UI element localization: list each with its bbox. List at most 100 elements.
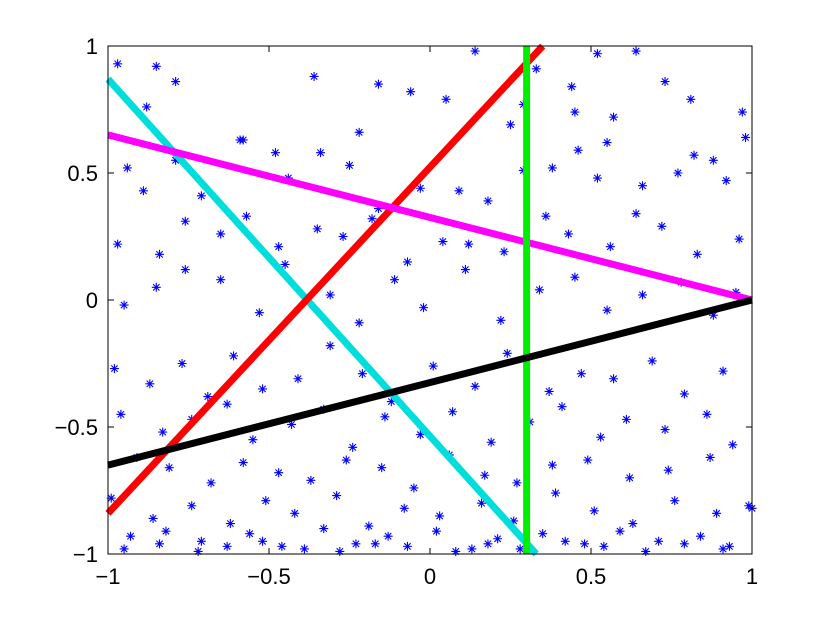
data-point bbox=[625, 473, 635, 483]
y-axis-tick-labels: −1 −0.5 0 0.5 1 bbox=[55, 34, 98, 567]
data-point bbox=[415, 183, 425, 193]
data-point bbox=[373, 204, 383, 214]
data-point bbox=[354, 318, 364, 328]
data-point bbox=[509, 516, 519, 526]
data-point bbox=[686, 94, 696, 104]
data-point bbox=[380, 412, 390, 422]
data-point bbox=[280, 259, 290, 269]
data-point bbox=[580, 539, 590, 549]
data-point bbox=[602, 305, 612, 315]
data-point bbox=[708, 310, 718, 320]
data-point bbox=[370, 539, 380, 549]
data-point bbox=[216, 229, 226, 239]
data-point bbox=[728, 440, 738, 450]
data-point bbox=[180, 216, 190, 226]
data-point bbox=[589, 506, 599, 516]
data-point bbox=[180, 265, 190, 275]
data-point bbox=[155, 539, 165, 549]
data-point bbox=[679, 389, 689, 399]
data-point bbox=[721, 176, 731, 186]
data-point bbox=[373, 79, 383, 89]
data-point bbox=[345, 160, 354, 170]
data-point bbox=[196, 536, 206, 546]
data-point bbox=[638, 181, 648, 191]
data-point bbox=[563, 229, 573, 239]
data-point bbox=[364, 521, 374, 531]
data-point bbox=[570, 272, 580, 282]
data-point bbox=[470, 381, 480, 391]
data-point bbox=[238, 135, 248, 145]
x-tick-label: 0 bbox=[424, 564, 436, 589]
data-point bbox=[206, 478, 216, 488]
series-line-5 bbox=[107, 296, 753, 469]
data-point bbox=[270, 148, 280, 158]
data-point bbox=[451, 546, 461, 556]
data-point bbox=[254, 308, 264, 318]
data-point bbox=[138, 186, 148, 196]
data-point bbox=[402, 541, 412, 551]
data-point bbox=[724, 541, 734, 551]
data-point bbox=[399, 503, 409, 513]
data-point bbox=[441, 94, 451, 104]
data-point bbox=[402, 257, 412, 267]
data-point bbox=[415, 430, 425, 440]
data-point bbox=[641, 546, 651, 556]
data-point bbox=[193, 546, 203, 556]
data-point bbox=[647, 356, 657, 366]
data-point bbox=[660, 425, 670, 435]
data-point bbox=[570, 107, 580, 117]
data-point bbox=[702, 409, 712, 419]
data-point bbox=[602, 138, 612, 148]
data-point bbox=[493, 534, 503, 544]
data-point bbox=[299, 544, 309, 554]
data-point bbox=[483, 196, 493, 206]
data-point bbox=[506, 120, 515, 130]
x-tick-label: −0.5 bbox=[247, 564, 290, 589]
data-point bbox=[560, 536, 570, 546]
data-point bbox=[448, 407, 458, 417]
data-point bbox=[502, 348, 512, 358]
data-point bbox=[409, 483, 419, 493]
data-point bbox=[109, 364, 119, 374]
data-point bbox=[692, 249, 702, 259]
data-point bbox=[229, 351, 239, 361]
axis-ticks bbox=[107, 45, 753, 555]
data-point bbox=[621, 414, 631, 424]
data-point bbox=[654, 536, 664, 546]
data-point bbox=[354, 127, 364, 137]
data-point bbox=[576, 369, 586, 379]
data-point bbox=[631, 46, 641, 56]
data-point bbox=[573, 145, 583, 155]
data-point bbox=[551, 488, 561, 498]
x-axis-tick-labels: −1 −0.5 0 0.5 1 bbox=[95, 564, 758, 589]
data-point bbox=[592, 173, 602, 183]
data-point bbox=[464, 239, 474, 249]
data-point bbox=[480, 470, 490, 480]
y-tick-label: 0 bbox=[86, 288, 98, 313]
data-point bbox=[338, 232, 348, 241]
data-point bbox=[258, 384, 268, 394]
data-point bbox=[592, 49, 602, 59]
data-point bbox=[454, 186, 464, 196]
data-point bbox=[438, 237, 448, 247]
data-point bbox=[119, 544, 129, 554]
data-point bbox=[708, 155, 718, 165]
data-point bbox=[248, 435, 258, 445]
data-point bbox=[547, 163, 557, 173]
series-line-3 bbox=[107, 131, 753, 304]
data-point bbox=[718, 544, 728, 554]
data-point bbox=[428, 361, 438, 371]
data-point bbox=[599, 541, 609, 551]
data-point bbox=[567, 82, 577, 92]
data-point bbox=[216, 275, 226, 285]
data-point bbox=[718, 366, 728, 376]
y-tick-label: −1 bbox=[73, 542, 98, 567]
data-point bbox=[319, 524, 329, 534]
data-point bbox=[689, 150, 699, 160]
data-point bbox=[547, 460, 557, 470]
data-point bbox=[631, 209, 641, 219]
data-point bbox=[351, 539, 361, 549]
data-point bbox=[435, 511, 445, 521]
data-point bbox=[538, 529, 548, 539]
